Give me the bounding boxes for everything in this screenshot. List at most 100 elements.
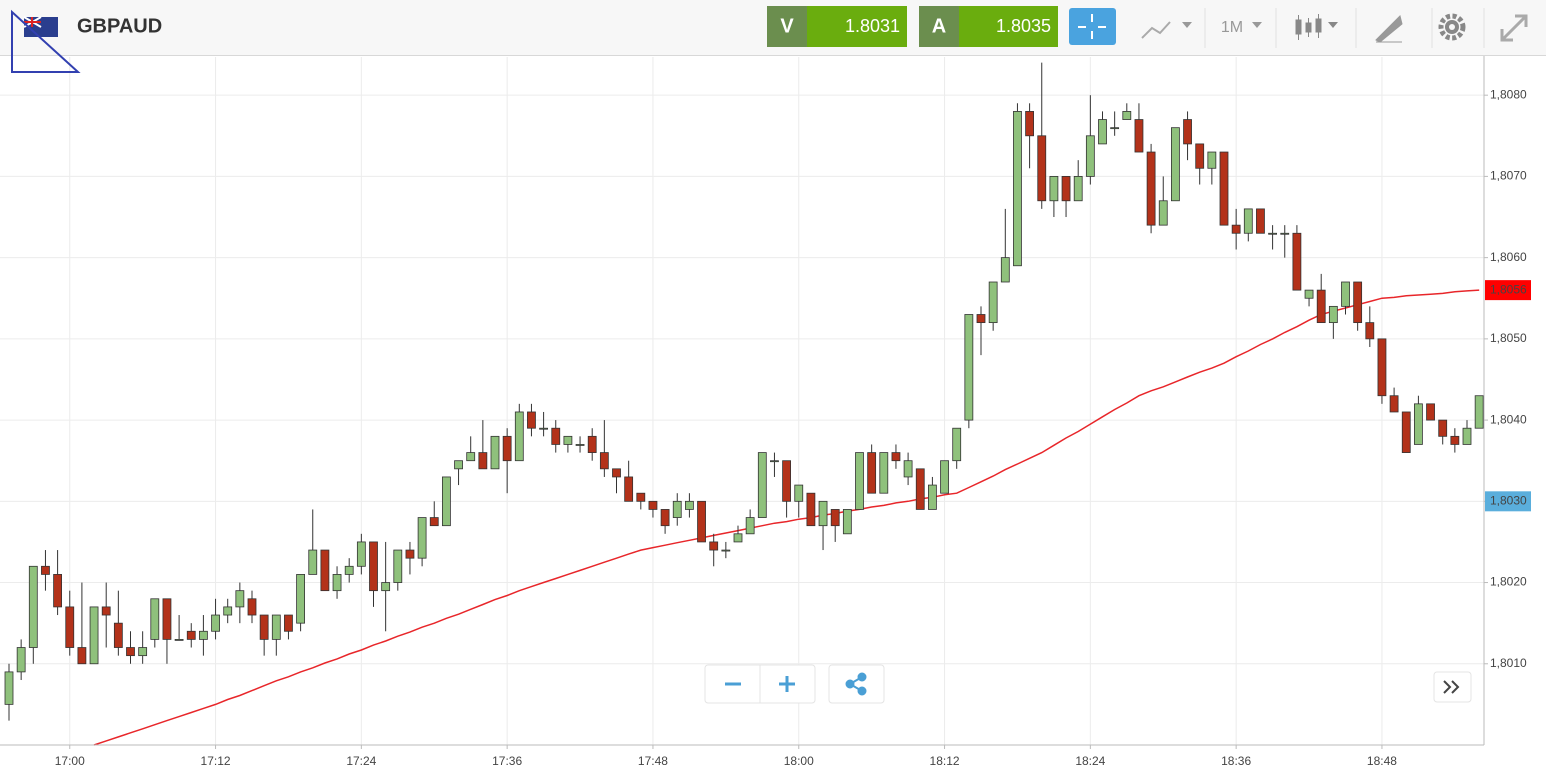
candle-body — [563, 435, 573, 445]
zoom-in-button[interactable] — [779, 676, 795, 692]
crosshair-button[interactable] — [1069, 8, 1116, 45]
candle-body — [138, 647, 148, 657]
candle-body — [223, 606, 233, 616]
y-tick-label: 1,8020 — [1490, 575, 1527, 589]
candle-body — [636, 492, 646, 502]
y-tick-label: 1,8070 — [1490, 169, 1527, 183]
candle-body — [867, 452, 877, 494]
candle-body — [940, 460, 949, 494]
sell-price-box[interactable] — [807, 6, 907, 47]
candle-body — [1158, 200, 1168, 226]
candle-body — [830, 509, 840, 527]
price-tag — [1485, 491, 1531, 512]
candle-body — [1098, 119, 1107, 145]
candle-body — [41, 565, 50, 575]
candle-body — [393, 549, 403, 583]
candle-body — [466, 452, 476, 462]
candle-body — [1207, 151, 1217, 169]
buy-price[interactable]: 1.8035 — [996, 16, 1051, 36]
buy-label-box[interactable] — [919, 6, 959, 47]
sell-label-box[interactable] — [767, 6, 807, 47]
axis-layer: 1,8010 1,8020 1,8030 1,8040 1,8050 1,8060 1,80… — [55, 87, 1531, 768]
x-tick-label: 17:48 — [638, 754, 668, 768]
sell-label[interactable]: V — [780, 15, 794, 37]
candle-body — [490, 435, 500, 470]
candle-body — [1341, 281, 1350, 307]
candle-body — [320, 549, 330, 592]
candle-body — [514, 411, 524, 462]
candle-body — [1353, 281, 1363, 324]
candle-body — [1304, 289, 1314, 299]
y-tick-label: 1,8040 — [1490, 412, 1527, 426]
scroll-end-button[interactable] — [1433, 671, 1472, 703]
x-tick-label: 18:48 — [1367, 754, 1397, 768]
drawing-tool-button[interactable] — [1375, 15, 1403, 43]
candle-body — [369, 541, 378, 592]
candle-body — [1231, 224, 1241, 234]
candle-body — [65, 606, 75, 648]
candle-body — [16, 647, 26, 673]
timeframe-caret[interactable] — [1252, 22, 1262, 28]
grid-layer — [0, 57, 1484, 745]
candle-body — [1328, 305, 1338, 324]
zoom-controls — [704, 664, 885, 704]
candle-body — [162, 598, 172, 640]
candle-body — [1049, 176, 1059, 202]
candle-body — [903, 460, 913, 478]
candle-body — [235, 590, 245, 608]
candle-body — [587, 435, 597, 453]
candle-body — [660, 509, 670, 527]
candle-body — [198, 630, 208, 640]
symbol: GBPAUD — [77, 15, 162, 37]
candle-body — [1134, 119, 1144, 153]
sell-price[interactable]: 1.8031 — [845, 16, 900, 36]
fullscreen-button[interactable] — [1500, 14, 1528, 42]
settings-button[interactable] — [1438, 13, 1466, 41]
y-tick-label: 1,8080 — [1490, 87, 1527, 101]
candle-body — [1474, 395, 1484, 429]
candle-body — [1389, 395, 1399, 413]
candle-body — [1280, 232, 1290, 235]
candle-body — [721, 549, 731, 552]
candle-style-button[interactable] — [1295, 14, 1338, 40]
candle-body — [1085, 135, 1095, 177]
candle-body — [782, 460, 791, 502]
candle-body — [53, 574, 62, 608]
candle-body — [1316, 289, 1326, 324]
candle-body — [612, 468, 621, 478]
x-tick-label: 18:12 — [930, 754, 960, 768]
candle-body — [672, 500, 682, 518]
candle-body — [1426, 403, 1435, 421]
x-tick-label: 17:36 — [492, 754, 522, 768]
candle-body — [417, 517, 427, 559]
candle-body — [915, 468, 925, 510]
y-tick-label: 1,8060 — [1490, 250, 1527, 264]
candle-body — [1219, 151, 1229, 226]
candle-body — [685, 500, 694, 510]
candle-body — [1438, 419, 1448, 437]
candle-body — [1401, 411, 1411, 453]
candle-body — [126, 647, 135, 657]
x-tick-label: 18:24 — [1075, 754, 1105, 768]
buy-label[interactable]: A — [932, 15, 946, 37]
share-button[interactable] — [845, 672, 867, 696]
candle-body — [855, 452, 864, 510]
timeframe[interactable]: 1M — [1221, 19, 1243, 36]
candle-body — [1268, 232, 1277, 235]
ma-layer — [93, 289, 1480, 746]
price-tag-label: 1,8030 — [1490, 493, 1527, 507]
candle-body — [964, 314, 974, 421]
candle-body — [28, 565, 38, 648]
candle-body — [1195, 143, 1205, 169]
candle-body — [1243, 208, 1253, 234]
candle-body — [1122, 111, 1132, 120]
candle-layer — [4, 62, 1484, 721]
candle-body — [478, 452, 488, 470]
candle-body — [806, 492, 816, 527]
candle-body — [271, 614, 281, 640]
chart-type-button[interactable] — [1141, 21, 1192, 39]
buy-price-box[interactable] — [959, 6, 1058, 47]
candle-body — [1025, 111, 1034, 137]
